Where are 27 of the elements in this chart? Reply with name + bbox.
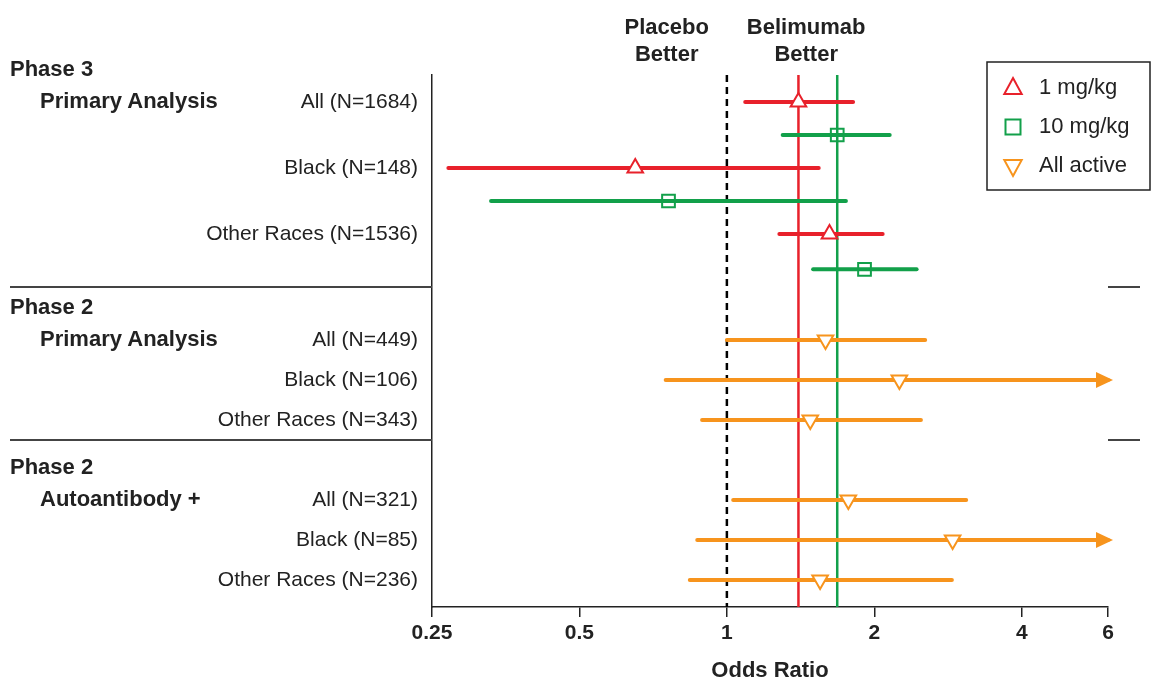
x-tick-label: 2 — [868, 620, 881, 644]
y-tick-label: All (N=321) — [312, 486, 418, 510]
x-tick-label: 6 — [1102, 620, 1114, 644]
text: Primary Analysis — [40, 326, 218, 352]
text: Autoantibody + — [40, 486, 201, 512]
x-tick-label: 4 — [1015, 620, 1028, 644]
y-tick-label: Black (N=85) — [296, 526, 418, 550]
text: Placebo Better — [624, 14, 709, 67]
y-tick-label: All (N=449) — [312, 326, 418, 350]
legend-label: 1 mg/kg — [1039, 74, 1118, 100]
text: Phase 2 — [10, 454, 94, 480]
y-tick-label: All (N=1684) — [300, 88, 418, 112]
text: Phase 3 — [10, 56, 94, 82]
y-tick-label: Black (N=148) — [284, 154, 418, 178]
text: Phase 2 — [10, 294, 94, 320]
text: Belimumab Better — [746, 14, 866, 67]
legend-label: All active — [1039, 152, 1128, 178]
x-tick-label: 0.5 — [564, 620, 595, 644]
x-tick-label: 1 — [721, 620, 734, 644]
y-tick-label: Other Races (N=236) — [217, 566, 418, 590]
x-axis-title: Odds Ratio — [711, 656, 829, 682]
text: Primary Analysis — [40, 88, 218, 114]
x-tick-label: 0.25 — [411, 620, 453, 644]
y-tick-label: Black (N=106) — [284, 366, 418, 390]
legend-label: 10 mg/kg — [1039, 113, 1130, 139]
y-tick-label: Other Races (N=1536) — [206, 220, 418, 244]
y-tick-label: Other Races (N=343) — [217, 406, 418, 430]
